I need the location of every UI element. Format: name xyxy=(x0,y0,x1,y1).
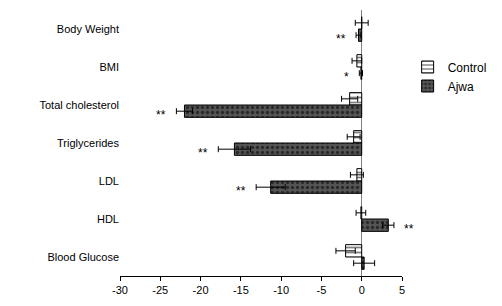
svg-text:Total cholesterol: Total cholesterol xyxy=(40,99,120,111)
svg-text:-5: -5 xyxy=(317,284,327,296)
svg-text:-10: -10 xyxy=(273,284,289,296)
svg-text:Control: Control xyxy=(448,61,487,75)
svg-text:Triglycerides: Triglycerides xyxy=(57,137,119,149)
svg-text:LDL: LDL xyxy=(99,175,119,187)
svg-text:**: ** xyxy=(198,146,208,160)
svg-text:HDL: HDL xyxy=(97,213,119,225)
svg-text:**: ** xyxy=(404,222,414,236)
svg-text:Body Weight: Body Weight xyxy=(57,23,119,35)
svg-text:5: 5 xyxy=(399,284,405,296)
svg-text:-15: -15 xyxy=(233,284,249,296)
svg-text:-25: -25 xyxy=(152,284,168,296)
svg-text:Ajwa: Ajwa xyxy=(448,80,474,94)
svg-text:**: ** xyxy=(156,108,166,122)
svg-text:*: * xyxy=(344,70,349,84)
svg-text:-30: -30 xyxy=(112,284,128,296)
svg-text:**: ** xyxy=(236,184,246,198)
svg-text:0: 0 xyxy=(359,284,365,296)
svg-text:**: ** xyxy=(336,32,346,46)
svg-text:Blood Glucose: Blood Glucose xyxy=(47,251,119,263)
svg-text:-20: -20 xyxy=(193,284,209,296)
svg-text:BMI: BMI xyxy=(99,61,119,73)
